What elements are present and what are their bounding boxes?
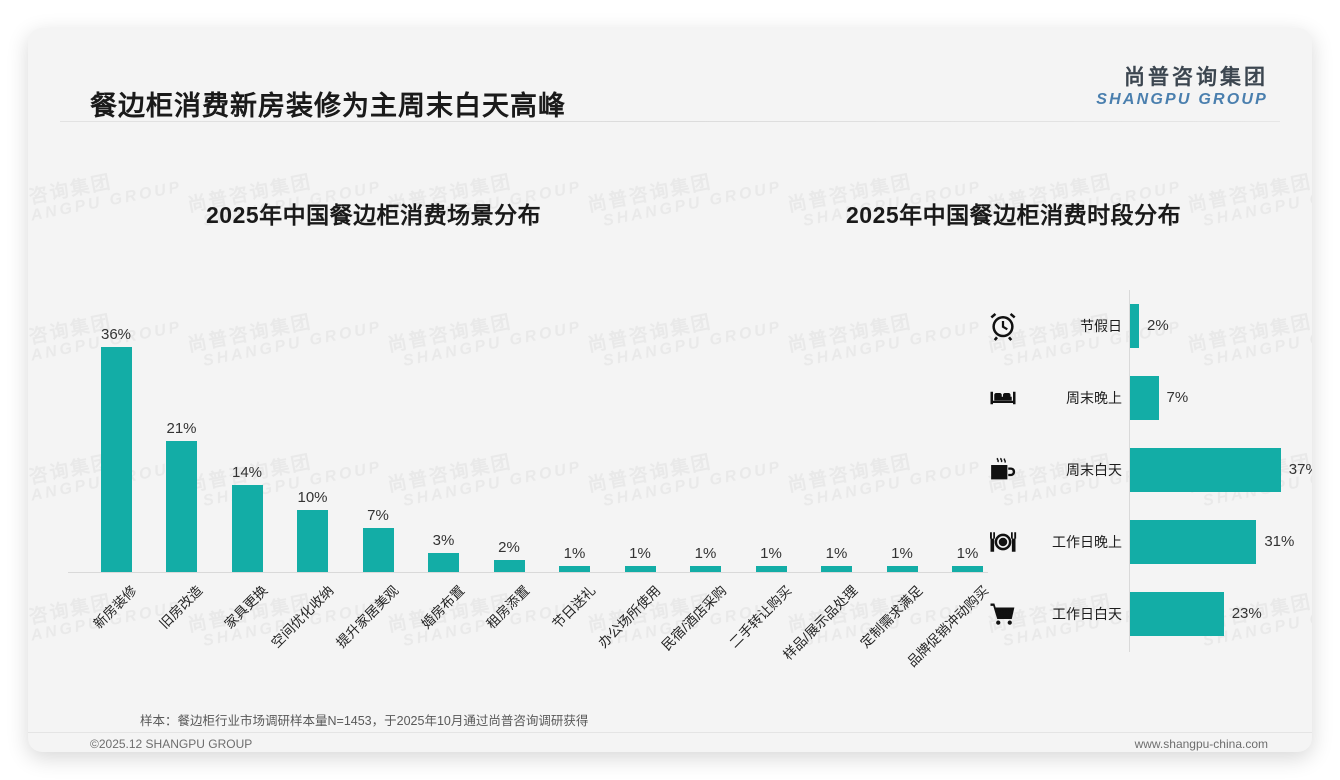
vbar-rect[interactable]	[428, 553, 459, 572]
slide-header: 餐边柜消费新房装修为主周末白天高峰 尚普咨询集团 SHANGPU GROUP	[28, 28, 1312, 121]
vbar-rect[interactable]	[166, 440, 197, 572]
vbar-column[interactable]: 1%	[868, 278, 936, 572]
brand-logo: 尚普咨询集团 SHANGPU GROUP	[1096, 66, 1268, 109]
logo-chinese-text: 尚普咨询集团	[1124, 66, 1268, 89]
vbar-baseline-axis	[68, 572, 988, 573]
alarm-clock-icon	[986, 309, 1020, 343]
vbar-column[interactable]: 3%	[410, 278, 478, 572]
hbar-value-axis	[1129, 290, 1130, 652]
vbar-column[interactable]: 1%	[737, 278, 805, 572]
vbar-value-label: 7%	[367, 507, 389, 525]
hbar-row[interactable]: 周末晚上 7%	[978, 362, 1288, 434]
hbar-category-label: 周末白天	[1066, 462, 1122, 478]
page-title: 餐边柜消费新房装修为主周末白天高峰	[90, 91, 566, 121]
slide-card: 尚普咨询集团 SHANGPU GROUP 尚普咨询集团 SHANGPU GROUP 尚普…	[28, 28, 1312, 752]
right-chart-title: 2025年中国餐边柜消费时段分布	[846, 202, 1182, 228]
hbar-row[interactable]: 节假日 2%	[978, 290, 1288, 362]
vbar-rect[interactable]	[690, 565, 721, 572]
hbar-rect[interactable]	[1130, 376, 1159, 420]
vbar-column[interactable]: 1%	[672, 278, 740, 572]
hbar-rect[interactable]	[1130, 304, 1139, 348]
hbar-rect[interactable]	[1130, 520, 1257, 564]
vbar-value-label: 1%	[956, 544, 979, 562]
hbar-value-label: 2%	[1147, 317, 1169, 334]
vbar-column[interactable]: 1%	[934, 278, 1002, 572]
hbar-category-label: 工作日晚上	[1052, 534, 1122, 550]
footer-copyright: ©2025.12 SHANGPU GROUP	[90, 737, 253, 751]
vbar-column[interactable]: 1%	[606, 278, 674, 572]
hbar-row[interactable]: 工作日晚上 31%	[978, 506, 1294, 578]
hbar-value-label: 7%	[1166, 389, 1189, 406]
vbar-rect[interactable]	[231, 484, 263, 572]
shopping-cart-icon	[986, 597, 1020, 631]
coffee-mug-icon	[986, 453, 1020, 487]
vbar-value-label: 36%	[100, 326, 132, 343]
scene-distribution-chart: 36% 新房装修 21% 旧房改造 14% 家具更换 10% 空间优化收纳 7% 提升家居美观 3%…	[68, 278, 991, 670]
hbar-value-label: 31%	[1264, 533, 1295, 550]
vbar-column[interactable]: 14%	[213, 278, 281, 572]
vbar-column[interactable]: 1%	[541, 278, 609, 572]
hbar-row[interactable]: 工作日白天 23%	[978, 578, 1288, 650]
vbar-value-label: 14%	[231, 463, 263, 481]
hbar-category-label: 节假日	[1080, 318, 1122, 334]
left-chart-title: 2025年中国餐边柜消费场景分布	[206, 202, 542, 228]
charts-region: 2025年中国餐边柜消费场景分布 36% 新房装修 21% 旧房改造 14% 家具更换 10…	[28, 28, 1312, 752]
time-distribution-chart: 节假日 2% 周末晚上 7% 周末白天 37% 工作日晚上 31% 工作日白天 23%	[978, 290, 1312, 652]
vbar-rect[interactable]	[952, 565, 983, 572]
bed-icon	[986, 381, 1020, 415]
vbar-column[interactable]: 21%	[148, 278, 216, 572]
header-divider	[60, 121, 1280, 122]
vbar-rect[interactable]	[362, 528, 394, 572]
vbar-column[interactable]: 2%	[475, 278, 543, 572]
vbar-value-label: 1%	[694, 544, 717, 562]
footer-divider	[28, 732, 1312, 733]
vbar-value-label: 10%	[297, 488, 328, 506]
vbar-value-label: 21%	[166, 419, 197, 437]
dinner-plate-icon	[986, 525, 1020, 559]
hbar-category-label: 工作日白天	[1052, 606, 1122, 622]
vbar-value-label: 2%	[498, 538, 520, 556]
vbar-rect[interactable]	[297, 509, 328, 572]
footer-website: www.shangpu-china.com	[1134, 737, 1268, 751]
vbar-value-label: 3%	[432, 532, 455, 550]
vbar-rect[interactable]	[755, 565, 787, 572]
sample-note: 样本：餐边柜行业市场调研样本量N=1453，于2025年10月通过尚普咨询调研获…	[140, 714, 589, 728]
vbar-value-label: 1%	[760, 544, 782, 562]
vbar-value-label: 1%	[629, 544, 651, 562]
vbar-column[interactable]: 36%	[82, 278, 150, 572]
hbar-rect[interactable]	[1130, 592, 1224, 636]
vbar-column[interactable]: 1%	[803, 278, 871, 572]
vbar-rect[interactable]	[559, 565, 590, 572]
slide-footer: ©2025.12 SHANGPU GROUP www.shangpu-china…	[28, 733, 1312, 752]
vbar-column[interactable]: 10%	[279, 278, 347, 572]
vbar-rect[interactable]	[886, 565, 918, 572]
hbar-value-label: 23%	[1231, 605, 1262, 622]
hbar-row[interactable]: 周末白天 37%	[978, 434, 1312, 506]
vbar-rect[interactable]	[821, 565, 852, 572]
vbar-column[interactable]: 7%	[344, 278, 412, 572]
logo-english-text: SHANGPU GROUP	[1096, 91, 1268, 109]
hbar-value-label: 37%	[1288, 461, 1312, 478]
hbar-category-label: 周末晚上	[1066, 390, 1122, 406]
vbar-value-label: 1%	[891, 544, 913, 562]
vbar-rect[interactable]	[100, 347, 132, 572]
vbar-rect[interactable]	[493, 559, 525, 572]
vbar-value-label: 1%	[563, 544, 586, 562]
vbar-rect[interactable]	[624, 565, 656, 572]
hbar-rect[interactable]	[1130, 448, 1281, 492]
vbar-value-label: 1%	[825, 544, 848, 562]
